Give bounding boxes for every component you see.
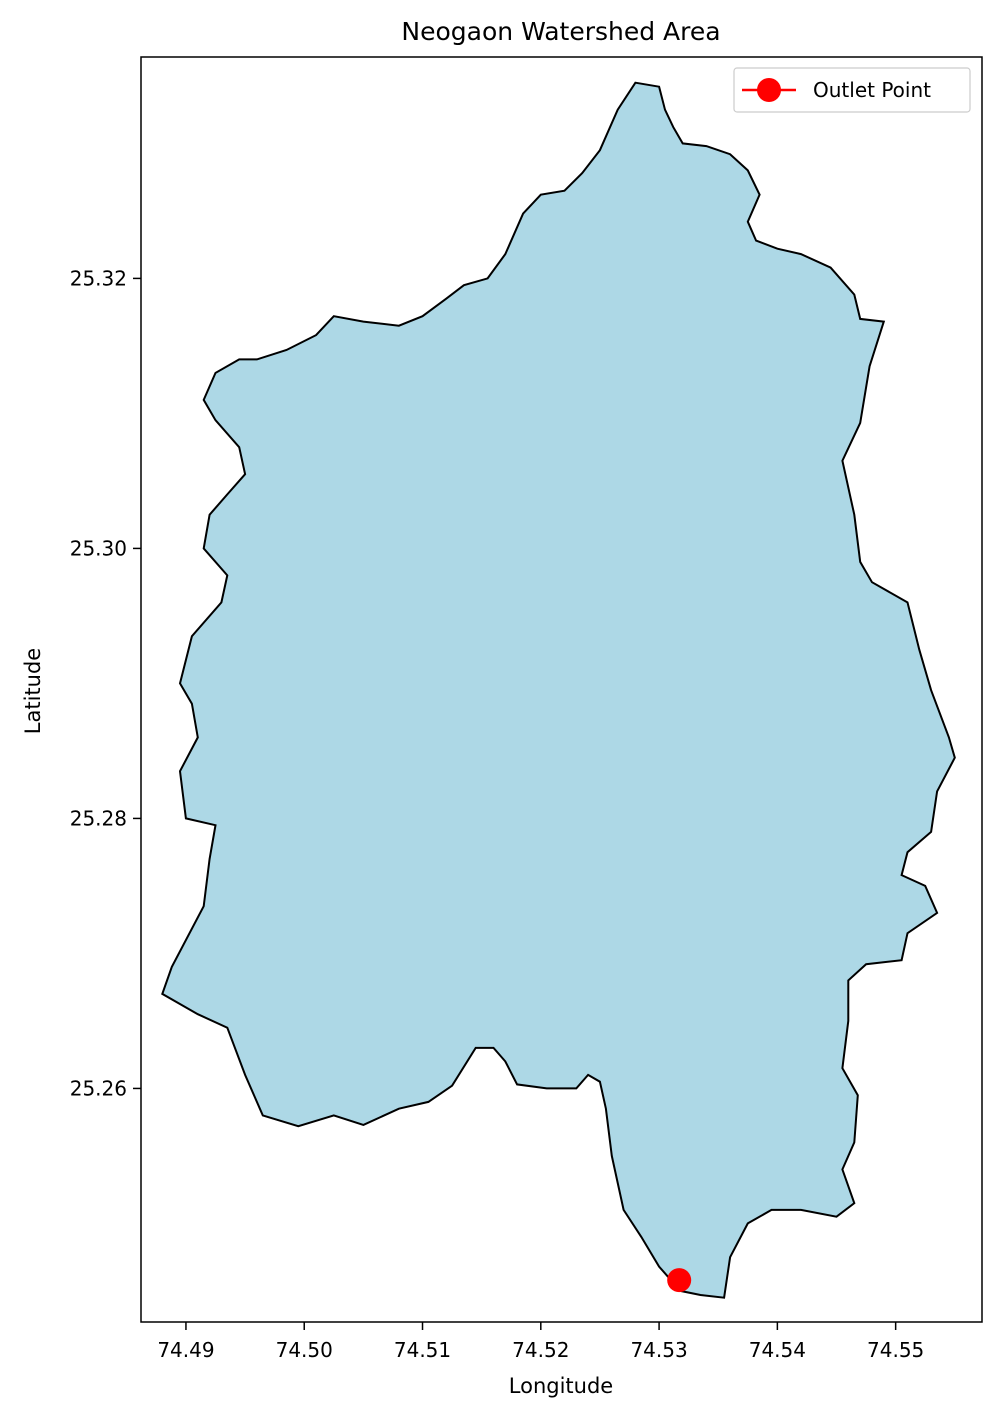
x-tick-label: 74.50	[276, 1338, 333, 1362]
x-tick-label: 74.55	[867, 1338, 924, 1362]
chart-title: Neogaon Watershed Area	[401, 17, 720, 46]
legend-label: Outlet Point	[813, 78, 931, 102]
plot-area	[161, 81, 956, 1299]
axes-frame	[140, 56, 983, 1323]
y-tick-label: 25.26	[70, 1076, 127, 1100]
outlet-point-marker	[667, 1268, 692, 1293]
x-axis-label: Longitude	[509, 1374, 613, 1398]
legend-marker	[757, 78, 781, 102]
x-tick-label: 74.49	[157, 1338, 214, 1362]
x-tick-label: 74.53	[630, 1338, 687, 1362]
watershed-polygon	[161, 81, 956, 1299]
x-tick-label: 74.52	[512, 1338, 569, 1362]
y-tick-label: 25.32	[70, 266, 127, 290]
x-tick-label: 74.51	[394, 1338, 451, 1362]
legend: Outlet Point	[733, 67, 971, 113]
legend-box	[733, 67, 971, 113]
y-tick-label: 25.30	[70, 536, 127, 560]
axes: 74.49 74.50 74.51 74.52 74.53 74.54 74.55 25.26…	[70, 56, 983, 1362]
x-tick-label: 74.54	[749, 1338, 806, 1362]
y-tick-label: 25.28	[70, 806, 127, 830]
y-axis-label: Latitude	[21, 648, 45, 734]
